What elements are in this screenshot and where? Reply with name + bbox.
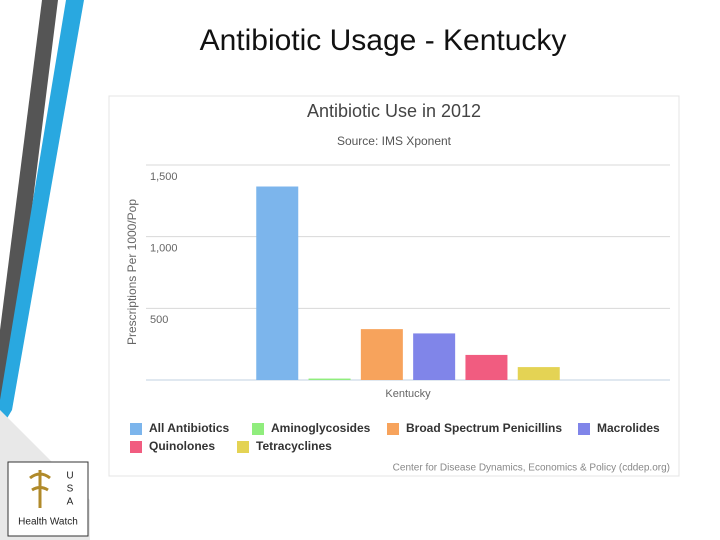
legend-swatch xyxy=(130,423,142,435)
logo xyxy=(7,461,89,537)
chart-frame xyxy=(108,95,680,477)
logo-icon xyxy=(29,470,51,508)
legend-label: Quinolones xyxy=(149,439,215,453)
stripe xyxy=(0,0,58,400)
chart-subtitle: Source: IMS Xponent xyxy=(337,134,452,148)
legend-swatch xyxy=(252,423,264,435)
credits: Center for Disease Dynamics, Economics &… xyxy=(393,463,670,474)
y-tick-label: 1,500 xyxy=(150,171,178,183)
legend-label: Macrolides xyxy=(597,421,660,435)
logo-letter: U xyxy=(66,471,73,482)
legend-label: Broad Spectrum Penicillins xyxy=(406,421,562,435)
legend-swatch xyxy=(578,423,590,435)
legend-swatch xyxy=(237,441,249,453)
bar xyxy=(413,333,456,380)
y-tick-label: 500 xyxy=(150,314,168,326)
logo-letter: A xyxy=(67,497,74,508)
bar xyxy=(256,186,299,380)
x-tick-label: Kentucky xyxy=(385,388,431,400)
bar xyxy=(517,367,560,380)
y-axis-title: Prescriptions Per 1000/Pop xyxy=(125,199,139,345)
bar xyxy=(360,329,403,380)
legend-label: Tetracyclines xyxy=(256,439,332,453)
logo-letter: S xyxy=(67,484,74,495)
legend-label: Aminoglycosides xyxy=(271,421,371,435)
legend-swatch xyxy=(130,441,142,453)
slide-title: Antibiotic Usage - Kentucky xyxy=(200,24,567,57)
y-tick-label: 1,000 xyxy=(150,243,178,255)
bar xyxy=(308,378,351,380)
legend-swatch xyxy=(387,423,399,435)
chart-title: Antibiotic Use in 2012 xyxy=(307,101,481,121)
legend-label: All Antibiotics xyxy=(149,421,230,435)
logo-caption: Health Watch xyxy=(18,517,78,528)
stripe xyxy=(0,0,84,430)
bar xyxy=(465,354,508,380)
